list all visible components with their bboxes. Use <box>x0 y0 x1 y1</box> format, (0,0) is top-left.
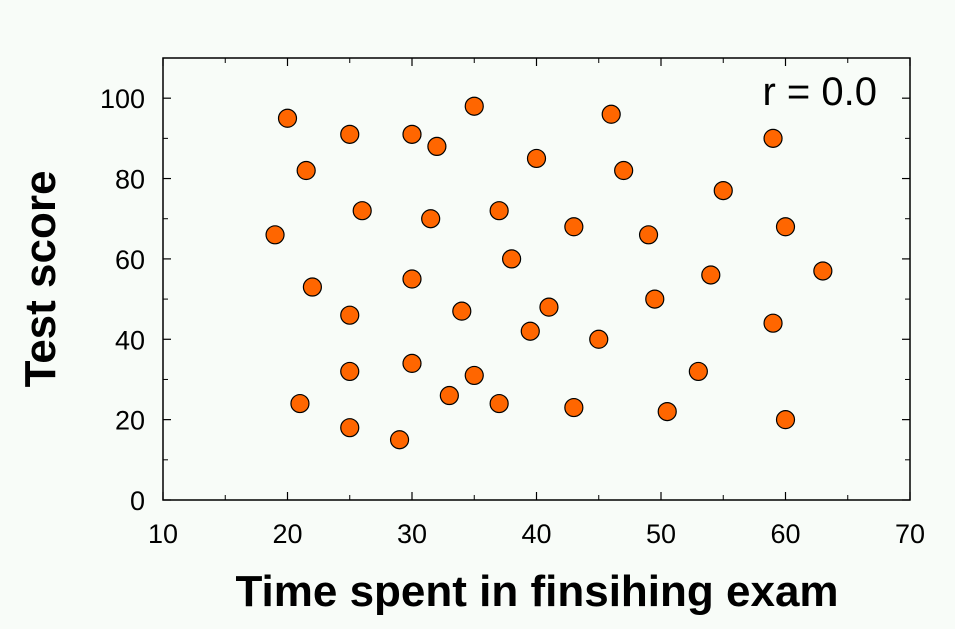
data-point <box>464 96 484 116</box>
data-point <box>489 201 509 221</box>
data-point <box>340 418 360 438</box>
data-point <box>489 393 509 414</box>
x-tick-label: 50 <box>646 519 676 549</box>
data-point <box>421 209 441 229</box>
data-point <box>589 329 609 349</box>
data-point <box>539 297 559 317</box>
data-point <box>340 361 360 382</box>
x-tick-label: 10 <box>148 519 178 549</box>
data-point <box>427 136 447 156</box>
x-tick-label: 40 <box>521 519 551 549</box>
y-tick-label: 60 <box>115 245 145 275</box>
correlation-annotation: r = 0.0 <box>762 70 877 114</box>
data-point <box>688 361 708 382</box>
data-point <box>564 397 584 418</box>
x-tick-labels: 10 20 30 40 50 60 70 <box>148 519 925 549</box>
data-point <box>439 385 459 406</box>
data-point <box>601 104 621 124</box>
data-point <box>452 301 472 321</box>
data-point <box>614 160 634 181</box>
data-point <box>502 249 522 269</box>
data-point <box>713 181 733 201</box>
data-point <box>302 277 322 297</box>
x-tick-label: 20 <box>272 519 302 549</box>
data-point <box>402 269 422 289</box>
data-point <box>657 402 677 422</box>
y-tick-label: 20 <box>115 406 145 436</box>
x-axis-title: Time spent in finsihing exam <box>235 567 838 616</box>
data-point <box>296 160 316 181</box>
data-point <box>402 353 422 373</box>
data-point <box>775 217 796 237</box>
data-point <box>290 393 310 414</box>
data-point <box>265 225 285 245</box>
data-point <box>277 108 298 128</box>
data-point <box>402 124 422 144</box>
y-axis-title: Test score <box>16 171 65 388</box>
y-tick-label: 80 <box>115 165 145 195</box>
data-point <box>340 124 360 144</box>
x-tick-label: 30 <box>397 519 427 549</box>
data-point <box>352 201 372 221</box>
data-point <box>775 410 796 430</box>
y-tick-label: 0 <box>130 486 145 516</box>
data-point <box>638 225 659 245</box>
data-points <box>265 96 833 450</box>
data-point <box>701 265 721 285</box>
data-point <box>526 148 547 169</box>
data-point <box>564 217 584 237</box>
plot-area <box>162 57 911 501</box>
data-point <box>340 305 360 325</box>
data-point <box>813 261 833 281</box>
data-point <box>389 430 410 450</box>
data-point <box>763 128 783 148</box>
x-tick-label: 70 <box>895 519 925 549</box>
data-point <box>763 313 783 333</box>
x-tick-label: 60 <box>770 519 800 549</box>
y-tick-labels: 0 20 40 60 80 100 <box>100 84 145 516</box>
axis-ticks <box>162 57 911 501</box>
y-tick-label: 100 <box>100 84 145 114</box>
data-point <box>520 321 540 341</box>
data-point <box>464 365 484 386</box>
y-tick-label: 40 <box>115 325 145 355</box>
data-point <box>645 289 665 309</box>
